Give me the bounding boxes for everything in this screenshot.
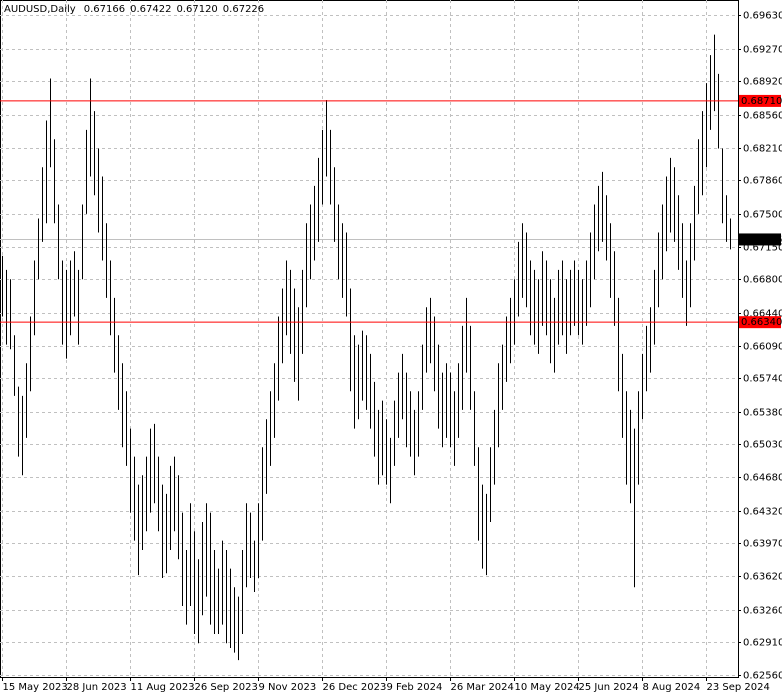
header-value: 0.67226	[223, 4, 264, 15]
x-tick-label: 26 Sep 2023	[195, 682, 258, 693]
price-tag-label: 0.67226	[741, 234, 782, 245]
x-tick-label: 26 Dec 2023	[323, 682, 387, 693]
y-tick-label: 0.63260	[743, 606, 782, 617]
y-tick-label: 0.69270	[743, 45, 782, 56]
plot-frame	[0, 0, 739, 678]
y-tick-label: 0.65380	[743, 408, 782, 419]
header-value: 0.67422	[130, 4, 171, 15]
price-tag-label: 0.68710	[741, 96, 782, 107]
y-tick-label: 0.63620	[743, 572, 782, 583]
y-tick-label: 0.65740	[743, 374, 782, 385]
header-value: 0.67120	[176, 4, 217, 15]
x-tick-label: 28 Jun 2023	[67, 682, 127, 693]
x-tick-label: 11 Aug 2023	[131, 682, 195, 693]
y-tick-label: 0.68210	[743, 144, 782, 155]
y-tick-label: 0.69630	[743, 11, 782, 22]
price-tag-label: 0.66340	[741, 317, 782, 328]
y-tick-label: 0.67500	[743, 210, 782, 221]
y-tick-label: 0.67860	[743, 176, 782, 187]
y-tick-label: 0.64680	[743, 473, 782, 484]
chart-title: AUDUSD,Daily	[4, 4, 76, 15]
y-tick-label: 0.62910	[743, 638, 782, 649]
price-tag	[739, 94, 781, 107]
x-tick-label: 9 Nov 2023	[259, 682, 317, 693]
header-value: 0.67166	[84, 4, 125, 15]
y-tick-label: 0.68920	[743, 77, 782, 88]
x-tick-label: 8 Aug 2024	[643, 682, 701, 693]
y-tick-label: 0.65030	[743, 440, 782, 451]
x-tick-label: 10 May 2024	[515, 682, 580, 693]
x-tick-label: 9 Feb 2024	[387, 682, 443, 693]
y-tick-label: 0.68560	[743, 111, 782, 122]
y-tick-label: 0.66800	[743, 275, 782, 286]
y-tick-label: 0.66090	[743, 342, 782, 353]
y-tick-label: 0.67150	[743, 243, 782, 254]
y-tick-label: 0.62560	[743, 671, 782, 682]
x-tick-label: 25 Jun 2024	[579, 682, 639, 693]
x-tick-label: 26 Mar 2024	[451, 682, 514, 693]
price-tag	[739, 233, 781, 246]
x-tick-label: 15 May 2023	[3, 682, 68, 693]
y-tick-label: 0.66440	[743, 309, 782, 320]
x-tick-label: 23 Sep 2024	[707, 682, 770, 693]
y-tick-label: 0.64320	[743, 507, 782, 518]
y-tick-label: 0.63970	[743, 539, 782, 550]
price-tag	[739, 316, 781, 329]
